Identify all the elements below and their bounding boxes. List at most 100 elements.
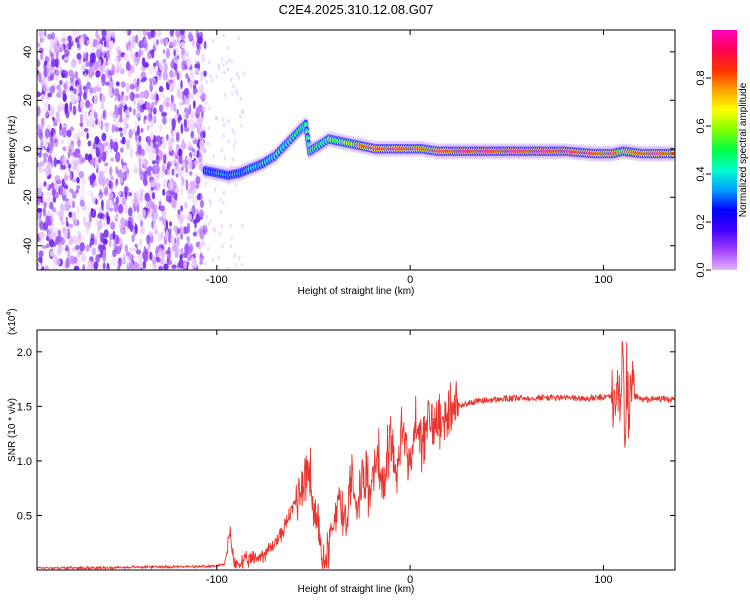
noise-blob bbox=[206, 141, 210, 146]
noise-blob bbox=[189, 92, 194, 100]
noise-blob bbox=[76, 249, 81, 259]
noise-blob bbox=[169, 106, 174, 111]
noise-blob bbox=[72, 159, 77, 167]
noise-blob bbox=[54, 69, 60, 81]
noise-blob bbox=[124, 95, 129, 101]
snr-y-ticks: 0.5 1.0 1.5 2.0 bbox=[17, 347, 675, 522]
noise-blob bbox=[75, 189, 79, 194]
noise-blob bbox=[79, 36, 85, 47]
noise-blob bbox=[97, 244, 103, 250]
noise-blob bbox=[115, 178, 119, 186]
noise-blob bbox=[108, 192, 114, 200]
noise-blob bbox=[82, 264, 86, 270]
noise-blob bbox=[194, 80, 199, 85]
noise-blob bbox=[79, 250, 83, 256]
noise-blob bbox=[142, 209, 147, 218]
noise-blob bbox=[183, 144, 187, 149]
noise-blob bbox=[130, 261, 135, 270]
noise-blob bbox=[191, 205, 196, 217]
noise-blob bbox=[175, 30, 181, 38]
noise-blob bbox=[158, 265, 163, 270]
noise-blob bbox=[190, 130, 195, 139]
noise-blob bbox=[187, 188, 192, 195]
noise-blob bbox=[67, 191, 72, 196]
noise-blob bbox=[218, 231, 221, 236]
noise-blob bbox=[97, 43, 103, 50]
noise-blob bbox=[128, 91, 134, 101]
noise-blob bbox=[70, 90, 73, 102]
noise-blob bbox=[37, 145, 41, 154]
noise-blob bbox=[146, 124, 150, 131]
noise-blob bbox=[140, 66, 146, 71]
noise-blob bbox=[217, 255, 220, 260]
noise-blob bbox=[95, 198, 98, 205]
noise-blob bbox=[108, 79, 114, 89]
noise-blob bbox=[165, 101, 170, 108]
noise-blob bbox=[50, 52, 55, 59]
noise-blob bbox=[57, 246, 61, 256]
noise-blob bbox=[147, 210, 153, 219]
noise-blob bbox=[209, 218, 212, 224]
noise-blob bbox=[140, 219, 143, 228]
noise-blob bbox=[204, 93, 207, 99]
noise-blob bbox=[226, 67, 230, 72]
noise-blob bbox=[187, 251, 192, 261]
noise-blob bbox=[65, 257, 70, 269]
noise-blob bbox=[134, 119, 138, 130]
noise-blob bbox=[103, 238, 108, 245]
noise-blob bbox=[158, 248, 163, 254]
noise-blob bbox=[140, 128, 144, 133]
noise-blob bbox=[86, 132, 89, 140]
noise-blob bbox=[172, 152, 177, 157]
noise-blob bbox=[72, 178, 76, 183]
noise-blob bbox=[87, 207, 90, 218]
noise-blob bbox=[98, 206, 102, 212]
noise-blob bbox=[230, 59, 233, 64]
noise-blob bbox=[58, 43, 64, 53]
noise-blob bbox=[128, 44, 132, 52]
noise-blob bbox=[201, 53, 205, 64]
y-tick-label: 1.5 bbox=[17, 401, 32, 413]
noise-blob bbox=[64, 204, 70, 210]
noise-blob bbox=[66, 249, 71, 261]
noise-blob bbox=[47, 209, 51, 216]
noise-blob bbox=[202, 148, 207, 154]
noise-blob bbox=[67, 148, 71, 159]
noise-blob bbox=[95, 48, 101, 59]
noise-blob bbox=[142, 30, 147, 38]
noise-blob bbox=[44, 60, 48, 66]
noise-blob bbox=[44, 265, 49, 270]
noise-blob bbox=[60, 245, 64, 253]
noise-blob bbox=[134, 93, 141, 99]
noise-blob bbox=[178, 114, 182, 119]
noise-blob bbox=[115, 126, 120, 133]
noise-blob bbox=[169, 83, 174, 93]
noise-blob bbox=[104, 125, 109, 133]
spectrogram-y-ticks: -40 -20 0 20 40 bbox=[22, 46, 675, 254]
noise-blob bbox=[159, 258, 165, 265]
noise-blob bbox=[70, 71, 73, 78]
noise-blob bbox=[40, 140, 44, 150]
spectrogram-panel: -100 0 100 -40 -20 0 20 40 Height of straight … bbox=[7, 29, 676, 297]
noise-blob bbox=[71, 200, 75, 209]
colorbar-tick-label: 0.0 bbox=[695, 262, 707, 277]
noise-blob bbox=[114, 95, 118, 102]
noise-blob bbox=[226, 46, 229, 51]
noise-blob bbox=[57, 104, 61, 111]
noise-blob bbox=[110, 175, 114, 181]
spectrogram-frame bbox=[36, 29, 676, 271]
noise-blob bbox=[168, 79, 171, 85]
noise-blob bbox=[150, 30, 155, 38]
spectrogram-x-axis-label: Height of straight line (km) bbox=[298, 286, 415, 297]
noise-blob bbox=[145, 31, 152, 36]
noise-blob bbox=[149, 181, 155, 188]
x-tick-label: 0 bbox=[407, 274, 413, 286]
noise-blob bbox=[227, 118, 230, 124]
noise-blob bbox=[122, 171, 128, 182]
noise-blob bbox=[171, 199, 177, 209]
noise-blob bbox=[169, 41, 174, 48]
x-tick-label: 100 bbox=[594, 274, 612, 286]
noise-blob bbox=[105, 202, 110, 211]
noise-blob bbox=[126, 42, 129, 51]
noise-blob bbox=[143, 170, 148, 179]
